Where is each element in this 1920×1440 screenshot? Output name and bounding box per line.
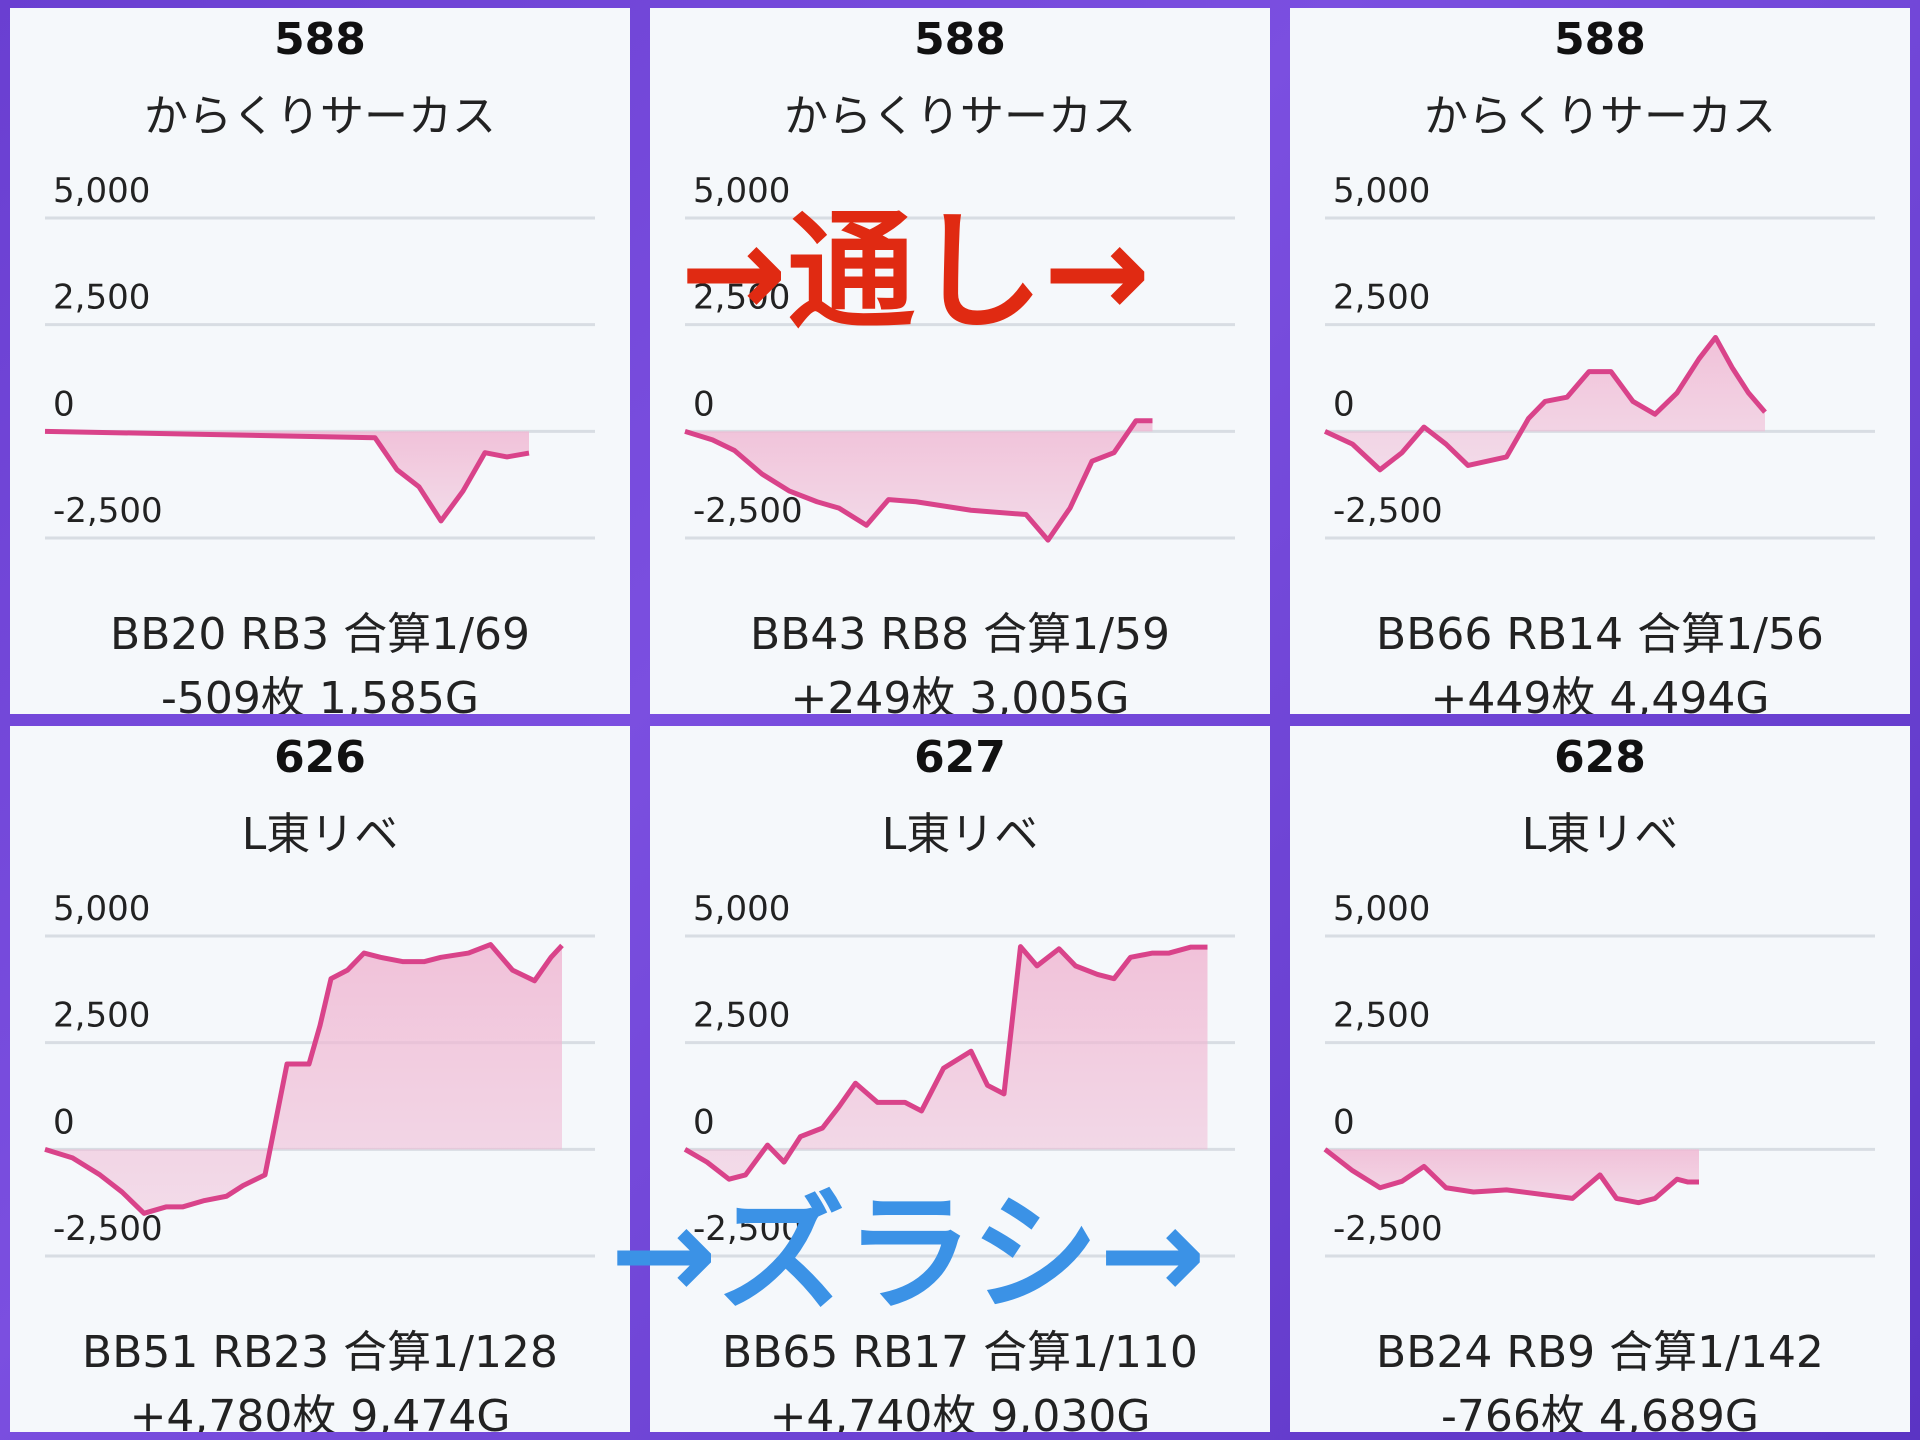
- payout-area: [1325, 1149, 1699, 1203]
- machine-name: L東リベ: [241, 809, 399, 860]
- y-tick-label: 0: [53, 384, 75, 424]
- y-tick-label: 5,000: [693, 889, 790, 929]
- payout-line: [683, 944, 1208, 1182]
- y-tick-label: 0: [693, 384, 715, 424]
- bonus-stats: BB51 RB23 合算1/128: [82, 1327, 558, 1378]
- payout-line: [44, 428, 530, 524]
- payout-chart: 5,000 2,500 0 -2,500: [1323, 889, 1875, 1258]
- y-tick-label: -2,500: [1333, 1209, 1443, 1249]
- payout-stats: +4,740枚 9,030G: [769, 1391, 1151, 1432]
- machine-number: 628: [1554, 732, 1646, 783]
- payout-chart: 5,000 2,500 0 -2,500: [684, 171, 1235, 543]
- payout-stats: -509枚 1,585G: [161, 673, 479, 714]
- payout-stats: +4,780枚 9,474G: [129, 1391, 511, 1432]
- payout-line: [1323, 1147, 1699, 1206]
- machine-number: 588: [914, 14, 1006, 65]
- machine-number: 626: [274, 732, 366, 783]
- payout-line: [684, 418, 1153, 543]
- payout-area: [45, 944, 562, 1214]
- machine-panel[interactable]: 627 L東リベ 5,000 2,500 0 -2,500 BB65 RB17 合算1…: [650, 726, 1270, 1432]
- y-tick-label: 2,500: [693, 996, 790, 1036]
- bonus-stats: BB43 RB8 合算1/59: [750, 609, 1170, 660]
- bonus-stats: BB66 RB14 合算1/56: [1376, 609, 1824, 660]
- y-tick-label: 2,500: [53, 278, 150, 318]
- machine-panel[interactable]: 628 L東リベ 5,000 2,500 0 -2,500 BB24 RB9 合算1/…: [1290, 726, 1910, 1432]
- y-tick-label: 2,500: [1333, 996, 1430, 1036]
- y-tick-label: -2,500: [693, 1209, 803, 1249]
- y-tick-label: 2,500: [693, 278, 790, 318]
- y-tick-label: 0: [53, 1102, 75, 1142]
- payout-stats: +249枚 3,005G: [790, 673, 1130, 714]
- machine-number: 588: [274, 14, 366, 65]
- machine-name: L東リベ: [1521, 809, 1679, 860]
- payout-line: [1323, 334, 1767, 473]
- machine-number: 588: [1554, 14, 1646, 65]
- machine-name: からくりサーカス: [144, 91, 496, 142]
- payout-line: [44, 942, 564, 1216]
- panel-grid: 588 からくりサーカス 5,000 2,500 0 -2,500 BB20 RB3 …: [10, 8, 1910, 1432]
- bonus-stats: BB24 RB9 合算1/142: [1376, 1327, 1824, 1378]
- payout-area: [45, 431, 529, 521]
- payout-chart: 5,000 2,500 0 -2,500: [44, 171, 595, 540]
- machine-name: からくりサーカス: [784, 91, 1136, 142]
- y-tick-label: 0: [1333, 1102, 1355, 1142]
- y-tick-label: 5,000: [1333, 889, 1430, 929]
- machine-panel[interactable]: 626 L東リベ 5,000 2,500 0 -2,500 BB51 RB23 合算1…: [10, 726, 630, 1432]
- machine-number: 627: [914, 732, 1006, 783]
- payout-area: [685, 420, 1153, 541]
- y-tick-label: -2,500: [1333, 491, 1443, 531]
- payout-stats: -766枚 4,689G: [1441, 1391, 1759, 1432]
- payout-chart: 5,000 2,500 0 -2,500: [683, 889, 1235, 1258]
- payout-area: [685, 946, 1208, 1180]
- y-tick-label: -2,500: [53, 491, 163, 531]
- y-tick-label: 2,500: [53, 996, 150, 1036]
- payout-stats: +449枚 4,494G: [1430, 673, 1770, 714]
- machine-panel[interactable]: 588 からくりサーカス 5,000 2,500 0 -2,500 BB20 RB3 …: [10, 8, 630, 714]
- y-tick-label: 0: [1333, 384, 1355, 424]
- machine-name: L東リベ: [881, 809, 1039, 860]
- bonus-stats: BB65 RB17 合算1/110: [722, 1327, 1198, 1378]
- payout-chart: 5,000 2,500 0 -2,500: [1323, 171, 1875, 540]
- y-tick-label: 5,000: [53, 889, 150, 929]
- y-tick-label: 2,500: [1333, 278, 1430, 318]
- y-tick-label: 0: [693, 1102, 715, 1142]
- y-tick-label: 5,000: [693, 171, 790, 211]
- y-tick-label: -2,500: [693, 491, 803, 531]
- machine-name: からくりサーカス: [1424, 91, 1776, 142]
- y-tick-label: 5,000: [53, 171, 150, 211]
- machine-panel[interactable]: 588 からくりサーカス 5,000 2,500 0 -2,500 BB66 RB14…: [1290, 8, 1910, 714]
- machine-panel[interactable]: 588 からくりサーカス 5,000 2,500 0 -2,500 BB43 RB8 …: [650, 8, 1270, 714]
- y-tick-label: 5,000: [1333, 171, 1430, 211]
- bonus-stats: BB20 RB3 合算1/69: [110, 609, 530, 660]
